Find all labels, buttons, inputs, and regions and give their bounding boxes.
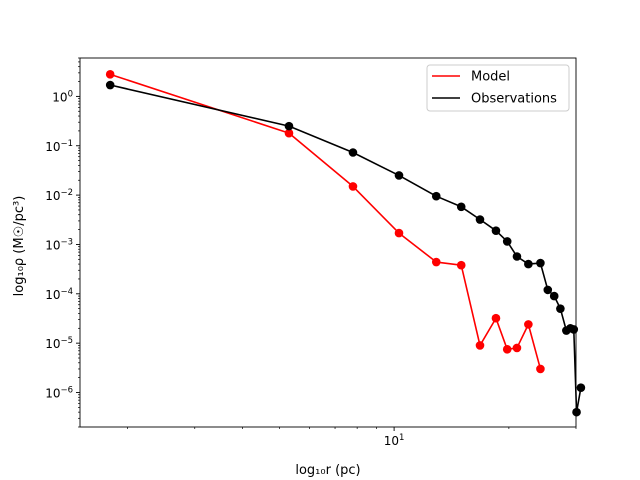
data-point-observations xyxy=(105,80,115,90)
y-tick-label: 10−3 xyxy=(45,237,73,252)
y-tick-label: 10−1 xyxy=(45,139,73,154)
data-point-model xyxy=(394,228,404,238)
data-point-model xyxy=(348,182,358,191)
series-line-model xyxy=(109,73,542,370)
legend-label-model: Model xyxy=(471,70,510,85)
data-point-observations xyxy=(512,252,522,261)
legend-box xyxy=(426,64,570,112)
data-point-observations xyxy=(576,383,586,393)
y-axis-label: log₁₀ρ (M☉/pc³) xyxy=(12,196,27,297)
y-tick-label: 10−5 xyxy=(45,336,73,351)
x-tick-label: 101 xyxy=(384,433,405,448)
data-point-observations xyxy=(475,215,485,224)
data-point-model xyxy=(512,343,522,353)
plot-area xyxy=(105,70,586,417)
y-tick-label: 10−4 xyxy=(45,287,73,302)
legend-label-observations: Observations xyxy=(471,92,557,107)
data-point-observations xyxy=(572,407,581,417)
data-point-observations xyxy=(556,304,565,313)
data-point-observations xyxy=(536,258,545,268)
data-point-model xyxy=(524,320,533,329)
data-point-observations xyxy=(502,237,512,246)
data-point-model xyxy=(456,260,466,270)
x-axis-label: log₁₀r (pc) xyxy=(295,463,360,478)
data-point-observations xyxy=(543,285,553,295)
data-point-model xyxy=(431,257,441,267)
legend: Model Observations xyxy=(426,64,570,112)
data-point-model xyxy=(284,128,294,138)
data-point-observations xyxy=(549,291,559,301)
series-model xyxy=(105,70,545,374)
data-point-model xyxy=(536,364,545,374)
data-point-observations xyxy=(569,325,579,334)
axes-frame xyxy=(79,57,577,428)
y-tick-label: 10−2 xyxy=(45,188,73,203)
data-point-observations xyxy=(491,226,501,235)
axis-ticks: 101 10−6 10−5 10−4 10−3 10−2 10−1 100 xyxy=(45,57,577,448)
data-point-model xyxy=(105,70,115,79)
series-observations xyxy=(105,80,586,417)
y-tick-label: 100 xyxy=(52,89,73,104)
data-point-observations xyxy=(394,171,404,180)
data-point-observations xyxy=(284,121,294,131)
data-point-observations xyxy=(348,148,358,157)
data-point-observations xyxy=(431,191,441,201)
data-point-observations xyxy=(456,202,466,212)
y-tick-label: 10−6 xyxy=(45,386,73,401)
data-point-observations xyxy=(524,259,533,269)
data-point-model xyxy=(502,345,512,354)
data-point-model xyxy=(475,341,485,350)
data-point-model xyxy=(491,313,501,323)
axes-border xyxy=(79,57,577,428)
